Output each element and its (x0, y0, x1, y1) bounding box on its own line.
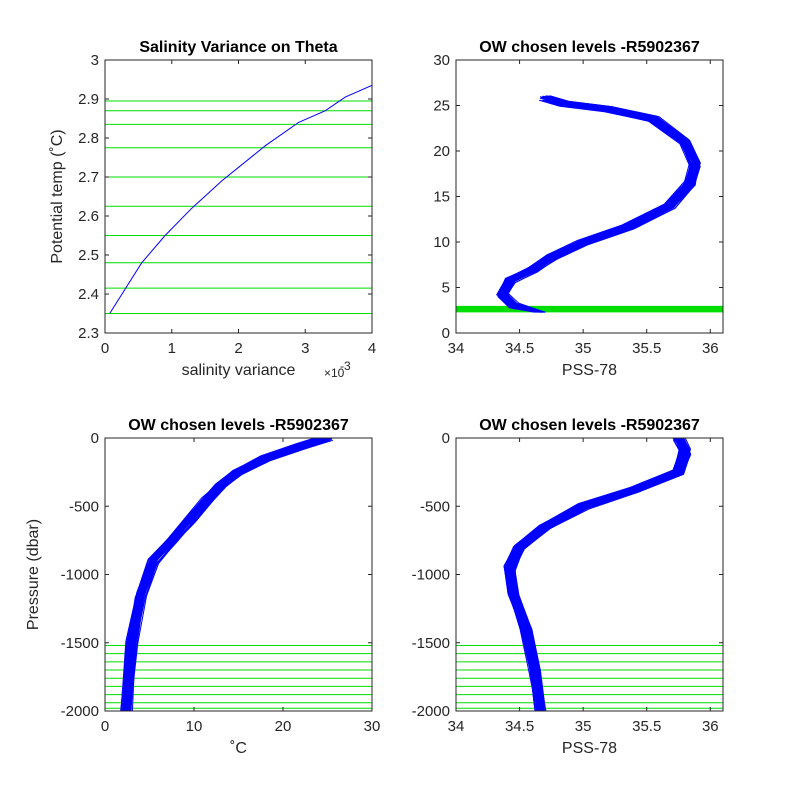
series-line (506, 98, 700, 313)
x-axis-label: PSS-78 (562, 362, 617, 379)
y-tick-label: -2000 (412, 703, 450, 720)
x-tick-label: 36 (702, 718, 719, 735)
panel-title: OW chosen levels -R5902367 (479, 39, 700, 56)
panel-2: 34 34.5 35 35.5 36 0 5 10 15 20 25 30 OW chosen leve… (433, 39, 724, 379)
y-tick-label: 0 (442, 430, 450, 447)
series-line (511, 439, 688, 711)
y-tick-label: 0 (442, 325, 450, 342)
series-line (504, 438, 681, 711)
y-tick-label: -1500 (61, 635, 99, 652)
y-tick-label: 5 (442, 280, 450, 297)
y-tick-label: 25 (433, 98, 450, 115)
y-tick-label: -500 (69, 498, 99, 515)
series-line (131, 438, 332, 711)
x-tick-label: 0 (101, 718, 109, 735)
x-tick-label: 35 (575, 340, 592, 357)
y-tick-label: -1500 (412, 635, 450, 652)
y-axis-label: Pressure (dbar) (25, 519, 42, 630)
x-tick-label: 4 (368, 340, 376, 357)
y-tick-label: 30 (433, 52, 450, 69)
x-axis-label: salinity variance (182, 362, 296, 379)
x-tick-label: 3 (301, 340, 309, 357)
y-tick-label: 3 (91, 52, 99, 69)
y-tick-label: -2000 (61, 703, 99, 720)
y-tick-label: 2.7 (78, 169, 99, 186)
series-line (507, 439, 684, 711)
series-line (109, 84, 372, 314)
y-tick-label: 2.8 (78, 130, 99, 147)
y-tick-label: 0 (91, 430, 99, 447)
panel-title: OW chosen levels -R5902367 (479, 417, 700, 434)
series-line (121, 438, 321, 711)
panel-3: 0 10 20 30 -2000 -1500 -1000 -500 0 OW chosen lev… (25, 417, 380, 757)
panel-1: 0 1 2 3 4 2.3 2.4 2.5 2.6 2.7 2.8 2.9 3 Salinity Vari… (49, 39, 376, 380)
x-tick-label: 35 (575, 718, 592, 735)
panel-title: OW chosen levels -R5902367 (128, 417, 349, 434)
y-tick-label: 2.6 (78, 208, 99, 225)
series-line (126, 438, 329, 711)
x-tick-label: 0 (101, 340, 109, 357)
x-tick-label: 35.5 (632, 718, 661, 735)
y-axis-label: Potential temp (˚C) (49, 129, 66, 263)
x-exponent-power: -3 (340, 359, 351, 373)
series-line (499, 95, 695, 313)
y-tick-label: 2.9 (78, 91, 99, 108)
y-tick-label: 15 (433, 189, 450, 206)
x-tick-label: 20 (275, 718, 292, 735)
x-tick-label: 30 (364, 718, 381, 735)
x-tick-label: 2 (234, 340, 242, 357)
x-tick-label: 1 (168, 340, 176, 357)
x-tick-label: 34.5 (505, 718, 534, 735)
series-line (502, 95, 698, 313)
y-tick-label: -1000 (412, 567, 450, 584)
y-tick-label: 20 (433, 143, 450, 160)
y-tick-label: 10 (433, 234, 450, 251)
x-tick-label: 36 (702, 340, 719, 357)
x-exponent-label: ×10 (324, 366, 345, 380)
x-axis-label: ˚C (230, 740, 247, 757)
x-tick-label: 35.5 (632, 340, 661, 357)
x-tick-label: 10 (186, 718, 203, 735)
panel-title: Salinity Variance on Theta (139, 39, 337, 56)
x-tick-label: 34.5 (505, 340, 534, 357)
x-tick-label: 34 (448, 340, 465, 357)
y-tick-label: 2.4 (78, 286, 99, 303)
y-tick-label: -500 (420, 498, 450, 515)
y-tick-label: 2.5 (78, 247, 99, 264)
panel-4: 34 34.5 35 35.5 36 -2000 -1500 -1000 -500 0 OW cho… (412, 417, 724, 757)
y-tick-label: 2.3 (78, 325, 99, 342)
x-axis-label: PSS-78 (562, 740, 617, 757)
x-tick-label: 34 (448, 718, 465, 735)
y-tick-label: -1000 (61, 567, 99, 584)
